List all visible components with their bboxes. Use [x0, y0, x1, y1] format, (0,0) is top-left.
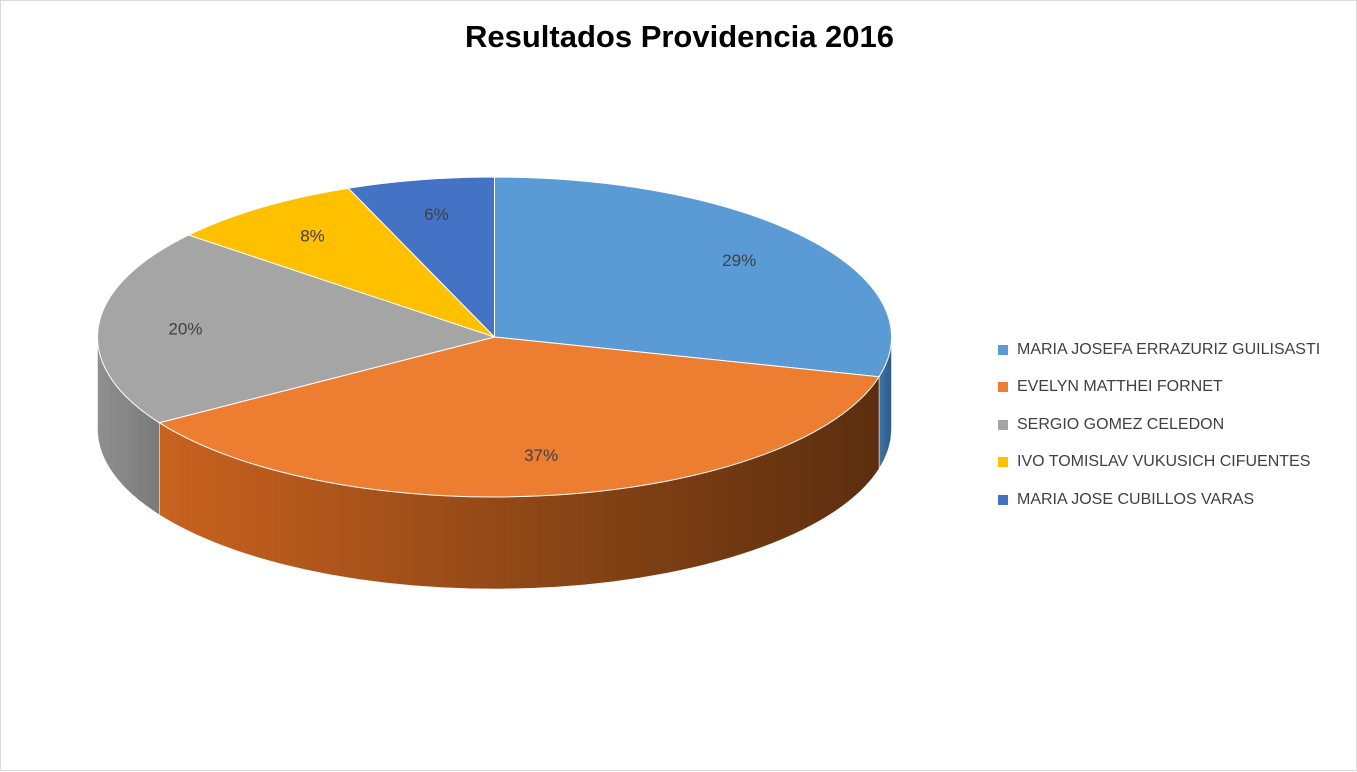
legend-item-maria-josefa-errazuriz-guilisasti: MARIA JOSEFA ERRAZURIZ GUILISASTI — [998, 331, 1320, 369]
legend-item-sergio-gomez-celedon: SERGIO GOMEZ CELEDON — [998, 406, 1320, 444]
legend-swatch — [998, 382, 1008, 393]
legend-label: MARIA JOSE CUBILLOS VARAS — [1017, 490, 1255, 508]
data-label-maria-jose-cubillos-varas: 6% — [424, 205, 449, 224]
chart-title: Resultados Providencia 2016 — [464, 19, 895, 54]
pie-slice-maria-jose-cubillos-varas — [347, 176, 495, 339]
legend-item-ivo-tomislav-vukusich-cifuentes: IVO TOMISLAV VUKUSICH CIFUENTES — [998, 444, 1320, 482]
legend-swatch — [998, 344, 1008, 355]
legend-label: IVO TOMISLAV VUKUSICH CIFUENTES — [1017, 453, 1311, 471]
legend-swatch — [998, 419, 1008, 430]
data-label-ivo-tomislav-vukusich-cifuentes: 8% — [300, 227, 325, 246]
legend-label: MARIA JOSEFA ERRAZURIZ GUILISASTI — [1017, 340, 1321, 358]
pie-slice-maria-josefa-errazuriz-guilisasti — [494, 176, 892, 378]
pie-slice-sergio-gomez-celedon — [97, 234, 497, 424]
legend-item-maria-jose-cubillos-varas: MARIA JOSE CUBILLOS VARAS — [998, 481, 1320, 519]
pie-slice-ivo-tomislav-vukusich-cifuentes — [187, 187, 495, 338]
legend-label: EVELYN MATTHEI FORNET — [1017, 378, 1223, 396]
legend-swatch — [998, 494, 1008, 505]
data-label-evelyn-matthei-fornet: 37% — [524, 446, 558, 465]
legend-label: SERGIO GOMEZ CELEDON — [1017, 415, 1225, 433]
data-label-sergio-gomez-celedon: 20% — [168, 320, 202, 339]
data-label-maria-josefa-errazuriz-guilisasti: 29% — [722, 251, 756, 270]
legend-swatch — [998, 457, 1008, 468]
legend: MARIA JOSEFA ERRAZURIZ GUILISASTI EVELYN … — [998, 331, 1320, 519]
legend-item-evelyn-matthei-fornet: EVELYN MATTHEI FORNET — [998, 369, 1320, 407]
